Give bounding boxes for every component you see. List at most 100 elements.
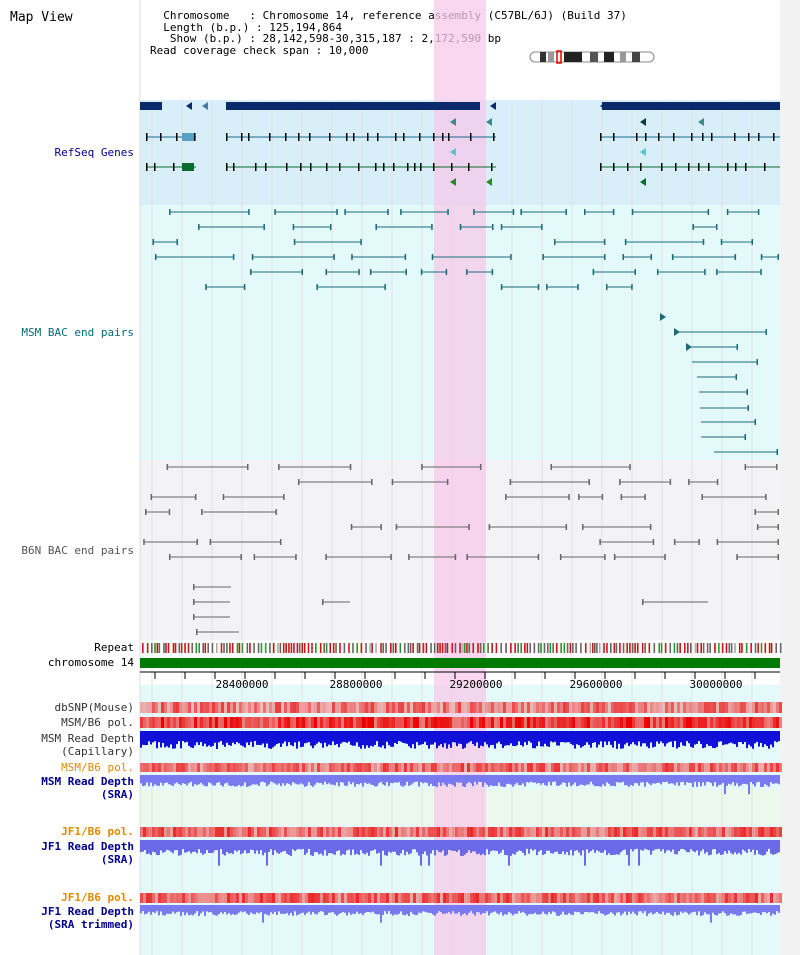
depth-bar bbox=[548, 775, 550, 782]
heatmap-cell bbox=[206, 717, 209, 728]
depth-bar bbox=[548, 731, 550, 747]
heatmap-cell bbox=[710, 893, 713, 903]
bac-end bbox=[404, 254, 407, 260]
repeat-element bbox=[385, 643, 387, 653]
heatmap-cell bbox=[182, 702, 185, 713]
depth-bar bbox=[372, 775, 374, 786]
heatmap-cell bbox=[617, 827, 620, 837]
depth-bar bbox=[766, 731, 768, 747]
heatmap-cell bbox=[443, 827, 446, 837]
depth-bar bbox=[474, 775, 476, 782]
heatmap-cell bbox=[464, 763, 467, 772]
heatmap-cell bbox=[257, 717, 260, 728]
chromosome-bar[interactable] bbox=[140, 658, 780, 668]
depth-bar bbox=[248, 840, 250, 854]
heatmap-cell bbox=[701, 717, 704, 728]
depth-bar bbox=[568, 905, 570, 914]
depth-bar bbox=[360, 731, 362, 749]
heatmap-cell bbox=[161, 717, 164, 728]
heatmap-cell bbox=[299, 763, 302, 772]
heatmap-cell bbox=[455, 717, 458, 728]
repeat-element bbox=[569, 643, 572, 653]
depth-bar bbox=[290, 840, 292, 856]
depth-bar bbox=[372, 840, 374, 851]
bac-end bbox=[604, 554, 606, 560]
chromosome-ideogram[interactable] bbox=[529, 50, 655, 64]
depth-bar bbox=[416, 905, 418, 915]
heatmap-cell bbox=[557, 717, 560, 728]
depth-bar bbox=[266, 775, 268, 787]
depth-bar bbox=[706, 905, 708, 915]
depth-bar bbox=[224, 840, 226, 856]
heatmap-cell bbox=[770, 827, 773, 837]
depth-bar bbox=[756, 840, 758, 851]
msm-bac-track[interactable] bbox=[152, 209, 779, 455]
repeat-element bbox=[631, 643, 634, 653]
heatmap-cell bbox=[503, 763, 506, 772]
heatmap-cell bbox=[632, 893, 635, 903]
heatmap-cell bbox=[608, 763, 611, 772]
depth-bar bbox=[476, 731, 478, 743]
depth-bar bbox=[380, 775, 382, 782]
depth-bar bbox=[292, 840, 294, 850]
selected-region-highlight[interactable] bbox=[434, 0, 486, 955]
heatmap-cell bbox=[512, 717, 515, 728]
heatmap-cell bbox=[449, 827, 452, 837]
depth-bar bbox=[568, 731, 570, 743]
exon bbox=[745, 163, 747, 171]
heatmap-cell bbox=[416, 763, 419, 772]
depth-bar bbox=[496, 905, 498, 914]
depth-bar bbox=[458, 731, 460, 744]
repeat-track[interactable] bbox=[142, 643, 782, 653]
depth-bar bbox=[664, 731, 666, 747]
heatmap-cell bbox=[374, 763, 377, 772]
bac-end bbox=[765, 329, 767, 335]
refseq-genes-track[interactable] bbox=[140, 102, 780, 186]
depth-bar bbox=[650, 905, 652, 913]
depth-bar bbox=[470, 905, 472, 912]
depth-bar bbox=[160, 840, 162, 851]
repeat-element bbox=[779, 643, 782, 653]
heatmap-cell bbox=[335, 717, 338, 728]
heatmap-cell bbox=[371, 702, 374, 713]
heatmap-tracks[interactable] bbox=[140, 702, 782, 903]
depth-bar bbox=[332, 775, 334, 785]
strand-arrow bbox=[186, 102, 192, 110]
repeat-element bbox=[241, 643, 244, 653]
strand-arrow bbox=[640, 178, 646, 186]
bac-end bbox=[295, 554, 297, 560]
heatmap-cell bbox=[425, 827, 428, 837]
depth-bar bbox=[772, 840, 774, 855]
depth-bar bbox=[610, 775, 612, 786]
heatmap-cell bbox=[221, 763, 224, 772]
heatmap-cell bbox=[551, 717, 554, 728]
depth-bar bbox=[440, 775, 442, 786]
repeat-element bbox=[409, 643, 412, 653]
heatmap-cell bbox=[170, 827, 173, 837]
depth-bar bbox=[758, 905, 760, 914]
depth-bar bbox=[648, 905, 650, 914]
repeat-element bbox=[343, 643, 346, 653]
heatmap-cell bbox=[425, 763, 428, 772]
depth-bar bbox=[698, 840, 700, 856]
b6n-bac-track[interactable] bbox=[143, 464, 779, 635]
depth-bar bbox=[734, 840, 736, 853]
depth-bar bbox=[408, 775, 410, 786]
heatmap-cell bbox=[338, 893, 341, 903]
depth-bar bbox=[640, 840, 642, 850]
depth-bar bbox=[280, 840, 282, 853]
heatmap-cell bbox=[644, 893, 647, 903]
depth-bar bbox=[328, 905, 330, 913]
depth-bar bbox=[678, 840, 680, 852]
heatmap-cell bbox=[257, 827, 260, 837]
depth-bar bbox=[398, 731, 400, 742]
depth-bar bbox=[214, 840, 216, 851]
depth-bar bbox=[498, 840, 500, 854]
depth-bar bbox=[578, 775, 580, 786]
repeat-element bbox=[365, 643, 367, 653]
heatmap-cell bbox=[473, 763, 476, 772]
read-depth-tracks[interactable] bbox=[140, 731, 780, 923]
depth-bar bbox=[428, 775, 430, 786]
bac-end bbox=[243, 284, 246, 290]
